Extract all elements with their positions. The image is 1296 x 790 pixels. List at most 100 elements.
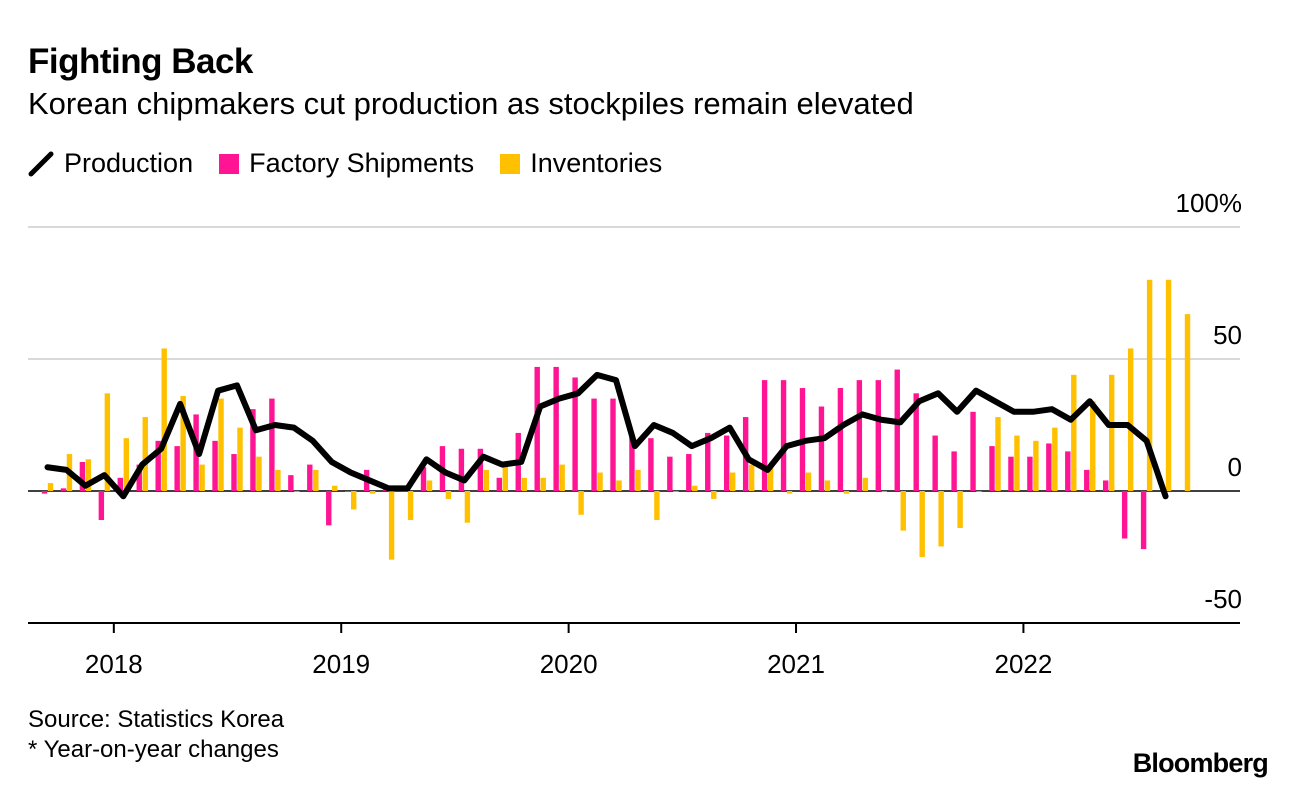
inventories-bar bbox=[275, 469, 281, 491]
legend-item-production: Production bbox=[28, 148, 193, 179]
inventories-bar bbox=[407, 491, 414, 521]
inventories-bar bbox=[654, 491, 660, 521]
inventories-bar bbox=[957, 491, 963, 528]
shipments-bar bbox=[932, 435, 938, 491]
inventories-bar bbox=[1052, 427, 1058, 491]
shipments-bar bbox=[894, 369, 900, 491]
inventories-bar bbox=[843, 491, 850, 494]
shipments-bar bbox=[648, 438, 654, 491]
inventories-bar bbox=[540, 477, 546, 491]
shipments-bar bbox=[231, 454, 237, 491]
inventories-bar bbox=[199, 464, 205, 491]
shipments-bar bbox=[269, 398, 275, 491]
inventories-bar bbox=[1184, 314, 1191, 491]
y-tick-label: 100% bbox=[1176, 188, 1243, 218]
inventories-bar bbox=[142, 417, 148, 491]
inventories-bar bbox=[767, 464, 774, 491]
inventories-bar bbox=[351, 491, 357, 510]
shipments-bar bbox=[818, 406, 825, 491]
shipments-bar bbox=[705, 432, 711, 491]
shipments-bar bbox=[155, 440, 161, 491]
inventories-bar bbox=[1090, 401, 1096, 491]
shipments-bar bbox=[420, 467, 427, 491]
inventories-bar bbox=[938, 491, 944, 547]
shipments-bar bbox=[629, 435, 635, 491]
inventories-bar bbox=[919, 491, 925, 557]
inventories-bar bbox=[995, 417, 1001, 491]
inventories-bar bbox=[388, 491, 395, 560]
shipments-bar bbox=[572, 377, 578, 491]
inventories-bar bbox=[1071, 374, 1077, 491]
y-tick-label: -50 bbox=[1204, 584, 1242, 614]
shipments-bar bbox=[136, 464, 142, 491]
shipments-bar bbox=[856, 380, 863, 491]
shipments-bar bbox=[951, 451, 957, 491]
shipments-bar bbox=[174, 446, 180, 491]
inventories-bar bbox=[313, 469, 319, 491]
inventories-bar bbox=[502, 464, 508, 491]
shipments-bar bbox=[1027, 456, 1033, 491]
inventories-bar bbox=[180, 395, 186, 491]
shipments-bar bbox=[212, 440, 218, 491]
shipments-bar bbox=[913, 393, 919, 491]
shipments-bar bbox=[477, 448, 484, 491]
inventories-bar bbox=[85, 459, 92, 491]
shipments-bar bbox=[780, 380, 787, 491]
inventories-bar bbox=[104, 393, 111, 491]
shipments-bar bbox=[591, 398, 597, 491]
inventories-bar bbox=[559, 464, 565, 491]
chart-subtitle: Korean chipmakers cut production as stoc… bbox=[28, 86, 914, 121]
inventories-bar bbox=[786, 491, 793, 494]
inventories-bar bbox=[294, 491, 300, 492]
shipments-bar bbox=[1121, 491, 1128, 539]
shipments-bar bbox=[250, 409, 256, 491]
shipments-bar bbox=[1046, 443, 1052, 491]
shipments-bar bbox=[837, 388, 844, 491]
inventories-bar bbox=[445, 491, 452, 499]
chart-plot: 100% 50 0 -50 2018 2019 2020 2021 2022 bbox=[28, 188, 1243, 679]
x-tick-label: 2018 bbox=[85, 649, 143, 679]
shipments-bar bbox=[667, 456, 673, 491]
inventories-bar bbox=[161, 348, 167, 491]
inventories-bar bbox=[976, 491, 982, 492]
legend-label-shipments: Factory Shipments bbox=[249, 148, 475, 178]
inventories-bar bbox=[464, 491, 471, 523]
inventories-bar bbox=[256, 456, 262, 491]
chart-title: Fighting Back bbox=[28, 42, 253, 81]
shipments-bar bbox=[610, 398, 616, 491]
shipments-bar bbox=[686, 454, 692, 491]
shipments-bar bbox=[79, 461, 86, 491]
legend-label-production: Production bbox=[64, 148, 194, 178]
shipments-bar bbox=[875, 380, 881, 491]
source-text: Source: Statistics Korea bbox=[28, 706, 285, 733]
shipments-bar bbox=[534, 366, 540, 491]
shipments-bar bbox=[496, 477, 502, 491]
inventories-bar bbox=[1165, 279, 1172, 491]
inventories-bar bbox=[1146, 279, 1153, 491]
inventories-bar bbox=[578, 491, 584, 515]
inventories-bar bbox=[1109, 374, 1115, 491]
legend-item-inventories: Inventories bbox=[500, 148, 662, 179]
shipments-bar bbox=[1084, 469, 1090, 491]
inventories-bar bbox=[900, 491, 906, 531]
inventories-bar bbox=[332, 485, 338, 491]
shipments-bar bbox=[553, 366, 559, 491]
shipments-bar bbox=[117, 477, 123, 491]
inventories-bar bbox=[426, 480, 433, 491]
shipments-bar bbox=[288, 475, 294, 491]
shipments-bar bbox=[98, 491, 105, 521]
shipments-bar bbox=[1140, 491, 1147, 550]
inventories-bar bbox=[748, 464, 755, 491]
inventories-bar bbox=[1127, 348, 1134, 491]
shipments-bar bbox=[724, 435, 730, 491]
inventories-bar bbox=[521, 477, 527, 491]
brand-logo: Bloomberg bbox=[1132, 748, 1269, 778]
x-tick-label: 2022 bbox=[995, 649, 1053, 679]
square-swatch-icon bbox=[219, 153, 240, 174]
inventories-bar bbox=[881, 491, 887, 492]
production-line bbox=[44, 371, 1169, 500]
shipments-bar bbox=[1103, 480, 1109, 491]
shipments-bar bbox=[458, 448, 465, 491]
inventories-bar bbox=[597, 472, 603, 491]
inventories-bar bbox=[1033, 440, 1039, 491]
